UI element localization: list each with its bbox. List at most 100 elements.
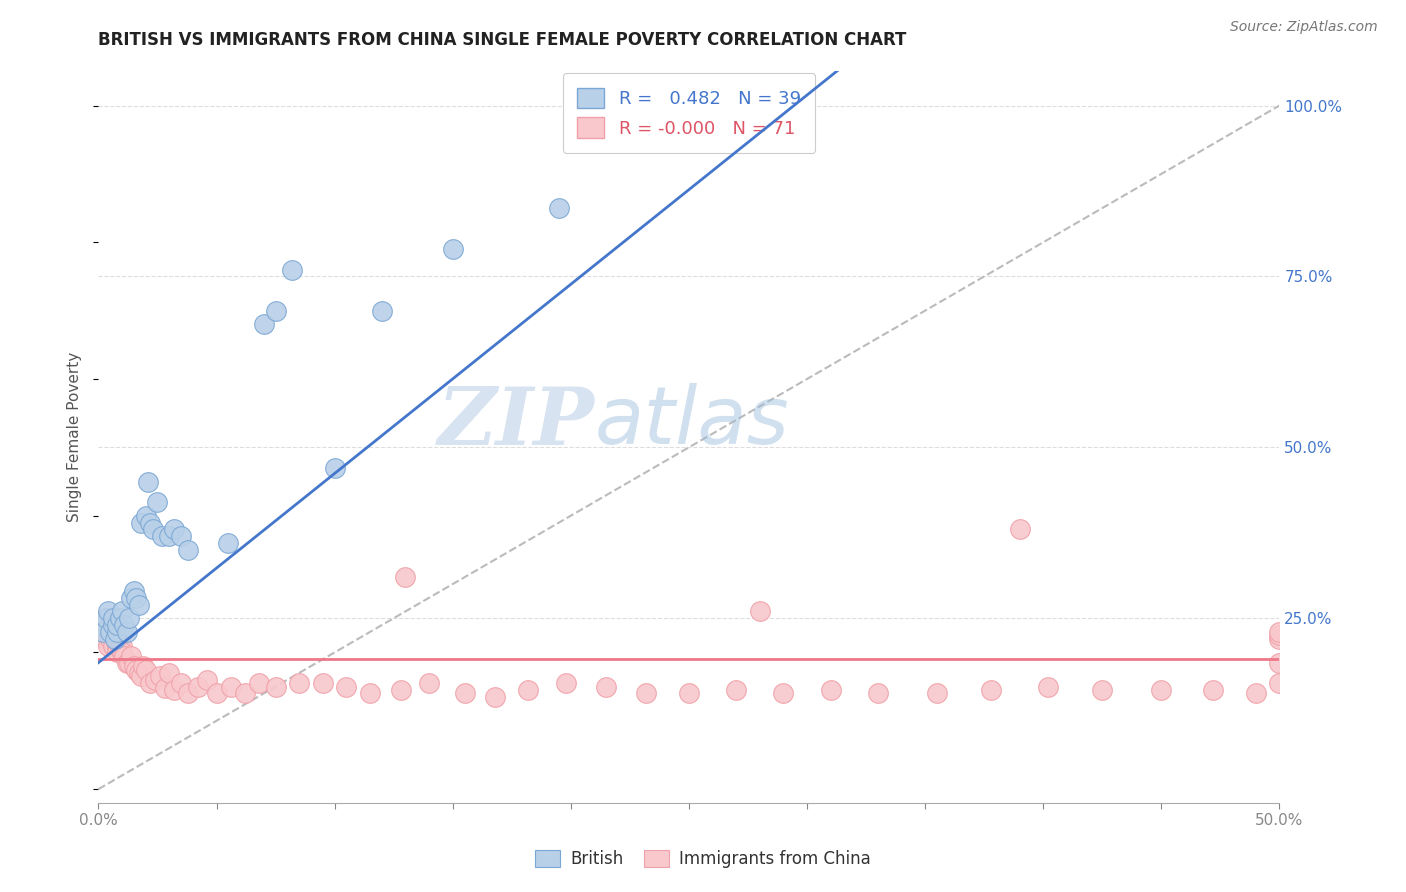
Point [132, 659, 155, 673]
Point [94, 632, 117, 646]
Point [335, 680, 357, 694]
Y-axis label: Single Female Poverty: Single Female Poverty [67, 352, 83, 522]
Point [453, 686, 475, 700]
Point [111, 645, 134, 659]
Point [264, 680, 287, 694]
Point [157, 665, 180, 680]
Point [281, 262, 304, 277]
Point [288, 676, 311, 690]
Point [157, 529, 180, 543]
Point [105, 624, 128, 639]
Point [150, 529, 173, 543]
Point [118, 611, 141, 625]
Point [548, 201, 571, 215]
Point [484, 690, 506, 704]
Point [247, 676, 270, 690]
Legend: British, Immigrants from China: British, Immigrants from China [529, 843, 877, 875]
Point [135, 508, 157, 523]
Point [925, 686, 948, 700]
Point [153, 681, 176, 695]
Point [94, 611, 117, 625]
Point [219, 680, 242, 694]
Point [97, 604, 120, 618]
Point [104, 618, 127, 632]
Point [129, 669, 152, 683]
Point [125, 663, 148, 677]
Point [115, 624, 138, 639]
Point [394, 570, 416, 584]
Point [121, 648, 143, 663]
Point [170, 529, 193, 543]
Point [312, 676, 335, 690]
Point [1036, 680, 1059, 694]
Point [1268, 676, 1291, 690]
Point [389, 683, 412, 698]
Point [101, 618, 124, 632]
Point [980, 683, 1002, 698]
Point [98, 632, 121, 646]
Point [105, 618, 128, 632]
Point [91, 624, 114, 639]
Point [101, 624, 124, 639]
Point [136, 475, 159, 489]
Point [820, 683, 842, 698]
Text: atlas: atlas [595, 384, 789, 461]
Point [772, 686, 794, 700]
Point [122, 583, 145, 598]
Legend: R =   0.482   N = 39, R = -0.000   N = 71: R = 0.482 N = 39, R = -0.000 N = 71 [562, 73, 815, 153]
Point [359, 686, 381, 700]
Point [128, 665, 150, 680]
Point [121, 591, 143, 605]
Point [97, 624, 120, 639]
Point [122, 659, 145, 673]
Point [139, 676, 162, 690]
Point [97, 639, 120, 653]
Point [217, 536, 239, 550]
Point [233, 686, 256, 700]
Point [163, 683, 186, 698]
Point [128, 598, 150, 612]
Point [125, 591, 148, 605]
Point [678, 686, 700, 700]
Point [371, 303, 394, 318]
Point [108, 611, 131, 625]
Point [112, 648, 135, 663]
Point [104, 632, 127, 646]
Point [129, 516, 152, 530]
Point [94, 611, 117, 625]
Point [111, 639, 134, 653]
Point [115, 656, 138, 670]
Point [90, 618, 112, 632]
Point [441, 242, 464, 256]
Point [748, 604, 770, 618]
Point [1008, 522, 1031, 536]
Point [866, 686, 889, 700]
Point [111, 604, 134, 618]
Point [104, 632, 127, 646]
Point [91, 624, 114, 639]
Point [101, 611, 124, 625]
Point [187, 680, 209, 694]
Point [112, 618, 135, 632]
Point [1268, 624, 1291, 639]
Point [90, 618, 112, 632]
Point [108, 635, 131, 649]
Point [118, 656, 141, 670]
Point [1268, 632, 1291, 646]
Point [177, 686, 200, 700]
Point [636, 686, 658, 700]
Point [1268, 628, 1291, 642]
Text: BRITISH VS IMMIGRANTS FROM CHINA SINGLE FEMALE POVERTY CORRELATION CHART: BRITISH VS IMMIGRANTS FROM CHINA SINGLE … [98, 31, 907, 49]
Point [146, 495, 169, 509]
Point [264, 303, 287, 318]
Point [142, 522, 165, 536]
Point [108, 642, 131, 657]
Point [555, 676, 578, 690]
Point [98, 618, 121, 632]
Point [1244, 686, 1267, 700]
Point [105, 639, 128, 653]
Point [1202, 683, 1225, 698]
Point [748, 126, 770, 140]
Point [253, 318, 276, 332]
Point [1268, 656, 1291, 670]
